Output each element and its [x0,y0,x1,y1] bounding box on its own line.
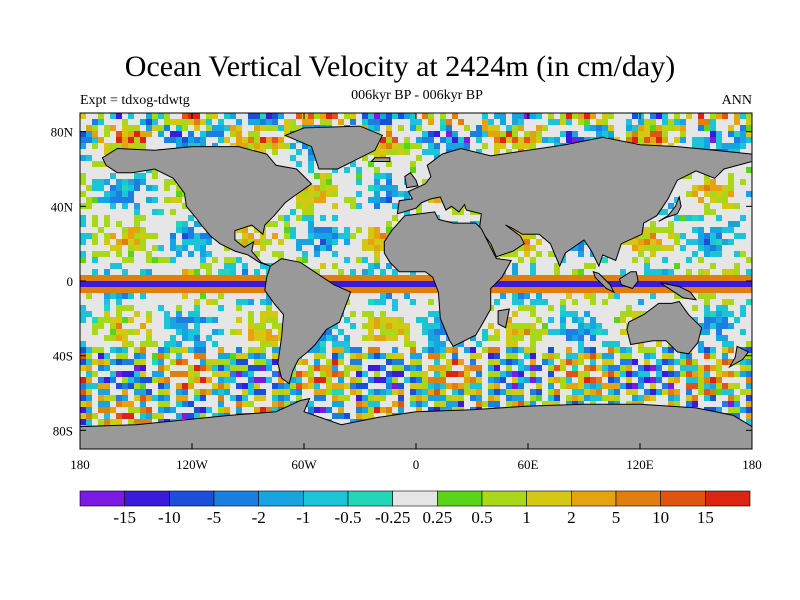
land-britain [404,172,419,189]
lon-tick-label: 180 [742,457,762,472]
land-greenland [283,125,384,170]
map-axes: 180 120W 60W 0 60E 120E 180 80N 40N 0 40S 80S [51,113,762,472]
colorbar-label: -0.25 [375,508,410,527]
lat-tick-label: 40N [51,199,74,214]
colorbar-swatch [79,490,125,507]
colorbar: -15 -10 -5 -2 -1 -0.5 -0.25 0.25 0.5 1 2 5 10 15 [79,490,751,527]
colorbar-swatch [347,490,393,507]
colorbar-swatch [258,490,304,507]
land-north-america [101,146,313,267]
experiment-label: Expt = tdxog-tdwtg [80,93,190,108]
colorbar-swatch [571,490,617,507]
colorbar-label: 15 [697,508,714,527]
colorbar-label: -5 [207,508,221,527]
colorbar-swatch [660,490,706,507]
colorbar-label: 0.25 [422,508,452,527]
land-borneo [618,271,639,290]
colorbar-swatch [705,490,751,507]
lat-tick-label: 0 [67,274,74,289]
colorbar-swatch [526,490,572,507]
colorbar-swatch [481,490,527,507]
land-japan [658,195,682,222]
land-iceland [369,157,391,162]
land-antarctica [80,397,752,449]
land-sumatra [592,270,616,294]
colorbar-label: -15 [113,508,136,527]
colorbar-swatch [124,490,170,507]
lon-tick-label: 120W [176,457,209,472]
land-new-guinea [660,282,698,301]
colorbar-label: 2 [567,508,576,527]
colorbar-label: -2 [252,508,266,527]
colorbar-label: -0.5 [335,508,362,527]
colorbar-swatch [437,490,483,507]
land-madagascar [497,308,510,329]
chart-title: Ocean Vertical Velocity at 2424m (in cm/… [124,50,676,83]
lon-tick-label: 180 [70,457,90,472]
colorbar-swatch [213,490,259,507]
lat-tick-label: 80S [53,423,73,438]
land-africa [383,211,512,347]
lat-tick-label: 40S [53,349,73,364]
colorbar-label: 1 [522,508,531,527]
colorbar-label: 5 [612,508,621,527]
colorbar-swatch [392,490,438,507]
colorbar-label: 10 [652,508,669,527]
colorbar-label: -1 [296,508,310,527]
lon-tick-label: 0 [413,457,420,472]
land-south-america [264,258,352,385]
colorbar-label: 0.5 [471,508,492,527]
period-label: 006kyr BP - 006kyr BP [351,88,483,103]
land-eurasia [396,136,752,268]
lon-tick-label: 120E [626,457,654,472]
lon-tick-label: 60E [518,457,539,472]
map-panel [79,112,753,450]
land-mask [80,125,752,449]
season-label: ANN [721,93,752,108]
colorbar-swatch [303,490,349,507]
colorbar-swatch [615,490,661,507]
colorbar-swatch [169,490,215,507]
land-new-zealand [728,345,750,369]
colorbar-label: -10 [158,508,181,527]
lat-tick-label: 80N [51,125,74,140]
land-australia [626,300,703,355]
lon-tick-label: 60W [291,457,317,472]
